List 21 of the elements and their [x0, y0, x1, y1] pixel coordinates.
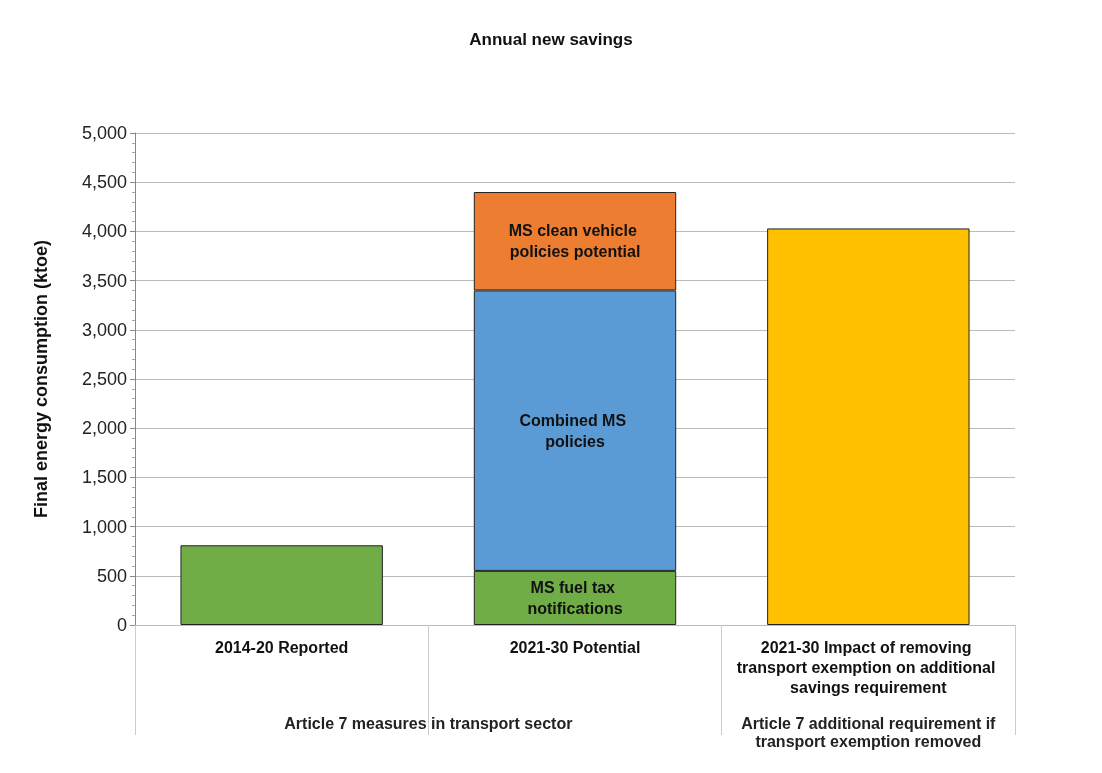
- y-tick-label: 1,000: [81, 516, 127, 537]
- y-tick-label: 5,000: [81, 123, 127, 143]
- x-tick-label: 2021-30 Impact of removing transport exemption on additional savings requirement: [736, 638, 1000, 696]
- text: Article 7 additional requirement if transport exemption removed: [740, 715, 997, 751]
- y-tick-label: 4,000: [81, 221, 127, 242]
- text: Article 7 measures in transport sector: [283, 715, 574, 733]
- y-tick-label: 1,500: [81, 467, 127, 488]
- x-tick-label: 2021-30 Potential: [509, 638, 641, 656]
- y-tick-label: 4,500: [81, 172, 127, 193]
- series-label: MS clean vehicle policies potential: [508, 222, 642, 261]
- y-tick-label: 2,500: [81, 369, 127, 389]
- series-label: MS fuel tax notifications: [527, 578, 623, 617]
- y-tick-label: 3,000: [81, 319, 127, 340]
- chart-title: Annual new savings: [469, 30, 633, 49]
- x-tick-label: 2014-20 Reported: [214, 638, 349, 656]
- y-tick-label: 2,000: [81, 418, 127, 439]
- y-tick-label: 3,500: [81, 270, 127, 291]
- series-label: Combined MS policies: [519, 411, 631, 450]
- y-axis-title: Final energy consumption (ktoe): [31, 239, 51, 519]
- y-tick-label: 0: [116, 615, 127, 635]
- y-tick-label: 500: [96, 565, 127, 586]
